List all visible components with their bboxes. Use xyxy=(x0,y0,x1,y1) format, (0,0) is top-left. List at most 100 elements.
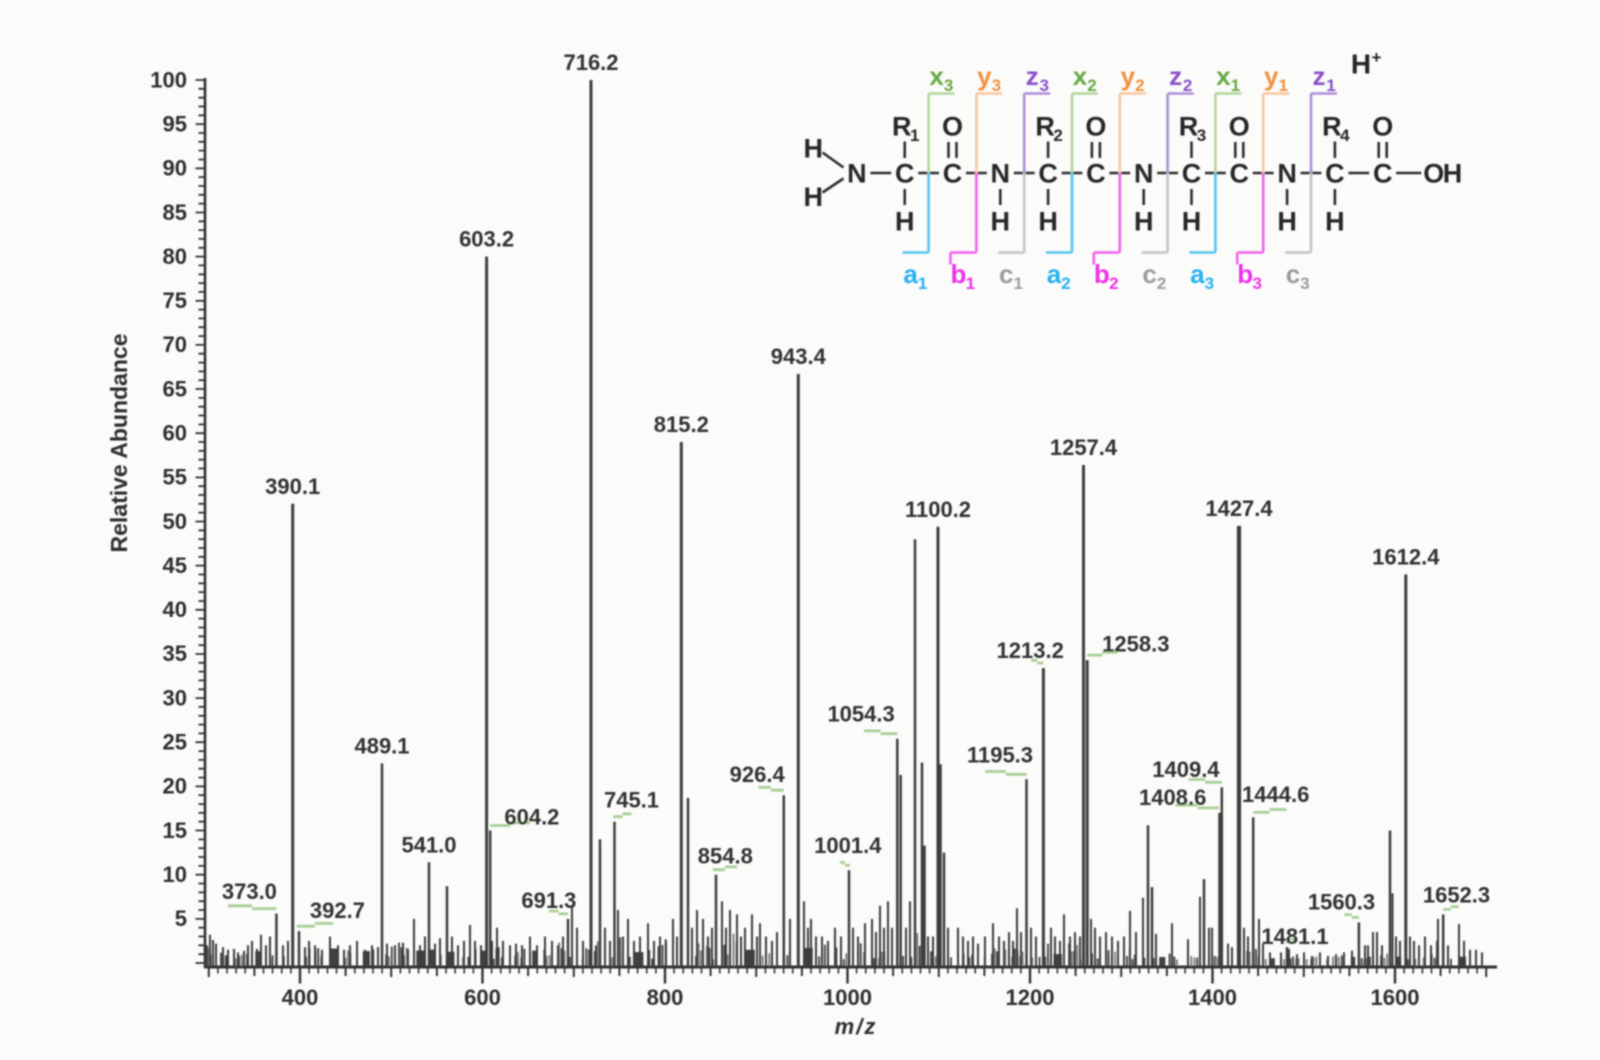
svg-text:O: O xyxy=(1085,112,1106,142)
svg-text:H: H xyxy=(1182,207,1202,237)
svg-text:1400: 1400 xyxy=(1188,985,1237,1010)
svg-text:2: 2 xyxy=(1061,274,1070,293)
svg-text:z: z xyxy=(1313,61,1326,91)
svg-text:1100.2: 1100.2 xyxy=(905,497,971,522)
svg-text:3: 3 xyxy=(1039,76,1048,95)
svg-text:R: R xyxy=(1179,112,1199,142)
svg-text:2: 2 xyxy=(1183,76,1192,95)
svg-text:z: z xyxy=(1026,61,1039,91)
svg-text:1195.3: 1195.3 xyxy=(967,743,1033,768)
svg-text:400: 400 xyxy=(282,985,319,1010)
svg-text:H: H xyxy=(1277,207,1297,237)
svg-text:a: a xyxy=(903,259,918,289)
svg-text:c: c xyxy=(1142,259,1156,289)
svg-text:541.0: 541.0 xyxy=(401,832,456,857)
svg-text:H: H xyxy=(1351,49,1371,80)
svg-text:603.2: 603.2 xyxy=(459,227,514,252)
svg-text:2: 2 xyxy=(1053,126,1062,145)
svg-text:1: 1 xyxy=(1231,76,1240,95)
svg-text:O: O xyxy=(942,112,963,142)
svg-text:c: c xyxy=(1286,259,1300,289)
svg-text:1257.4: 1257.4 xyxy=(1050,435,1118,460)
svg-text:1: 1 xyxy=(1278,76,1287,95)
svg-text:H: H xyxy=(1443,159,1463,189)
svg-text:b: b xyxy=(1094,259,1110,289)
svg-text:604.2: 604.2 xyxy=(504,804,559,829)
svg-text:1: 1 xyxy=(910,126,919,145)
svg-text:y: y xyxy=(1121,61,1136,91)
svg-text:y: y xyxy=(1264,61,1279,91)
svg-text:1427.4: 1427.4 xyxy=(1205,496,1273,521)
svg-text:N: N xyxy=(1134,159,1154,189)
svg-text:45: 45 xyxy=(163,553,187,578)
svg-text:N: N xyxy=(1277,159,1297,189)
svg-text:800: 800 xyxy=(647,985,684,1010)
svg-text:b: b xyxy=(1237,259,1253,289)
svg-text:1652.3: 1652.3 xyxy=(1423,882,1490,907)
svg-text:N: N xyxy=(847,159,867,189)
svg-text:3: 3 xyxy=(992,76,1001,95)
svg-text:1: 1 xyxy=(918,274,927,293)
svg-text:N: N xyxy=(991,159,1011,189)
svg-text:2: 2 xyxy=(1087,76,1096,95)
svg-text:R: R xyxy=(1035,112,1055,142)
svg-text:90: 90 xyxy=(163,156,187,181)
svg-text:C: C xyxy=(1086,159,1106,189)
svg-text:600: 600 xyxy=(464,985,501,1010)
svg-text:1: 1 xyxy=(1326,76,1335,95)
svg-text:x: x xyxy=(1216,61,1231,91)
svg-text:x: x xyxy=(1073,61,1088,91)
svg-text:25: 25 xyxy=(163,730,187,755)
svg-text:H: H xyxy=(1038,207,1058,237)
svg-text:b: b xyxy=(950,259,966,289)
svg-text:1001.4: 1001.4 xyxy=(814,833,882,858)
svg-text:70: 70 xyxy=(163,332,187,357)
svg-text:40: 40 xyxy=(163,597,187,622)
svg-text:2: 2 xyxy=(1109,274,1118,293)
svg-text:85: 85 xyxy=(163,200,187,225)
svg-text:2: 2 xyxy=(1135,76,1144,95)
svg-text:373.0: 373.0 xyxy=(222,879,277,904)
svg-text:1200: 1200 xyxy=(1006,985,1055,1010)
svg-text:1000: 1000 xyxy=(823,985,872,1010)
svg-text:926.4: 926.4 xyxy=(730,762,786,787)
svg-text:C: C xyxy=(895,159,915,189)
svg-text:30: 30 xyxy=(163,685,187,710)
svg-text:3: 3 xyxy=(944,76,953,95)
svg-text:95: 95 xyxy=(163,111,187,136)
svg-text:1054.3: 1054.3 xyxy=(827,701,894,726)
svg-text:O: O xyxy=(1229,112,1250,142)
svg-text:R: R xyxy=(892,112,912,142)
svg-text:C: C xyxy=(943,159,963,189)
svg-text:3: 3 xyxy=(1300,274,1309,293)
svg-text:c: c xyxy=(999,259,1013,289)
svg-text:a: a xyxy=(1047,259,1062,289)
svg-text:1409.4: 1409.4 xyxy=(1152,757,1220,782)
svg-text:m/z: m/z xyxy=(835,1014,878,1039)
svg-text:100: 100 xyxy=(150,67,187,92)
svg-text:H: H xyxy=(895,207,915,237)
svg-text:716.2: 716.2 xyxy=(563,50,618,75)
svg-text:75: 75 xyxy=(163,288,187,313)
svg-text:H: H xyxy=(1134,207,1154,237)
svg-text:691.3: 691.3 xyxy=(521,888,576,913)
svg-text:1408.6: 1408.6 xyxy=(1139,785,1206,810)
svg-text:943.4: 943.4 xyxy=(771,344,827,369)
svg-text:z: z xyxy=(1169,61,1182,91)
svg-text:5: 5 xyxy=(175,906,187,931)
svg-text:50: 50 xyxy=(163,509,187,534)
svg-text:H: H xyxy=(804,134,824,164)
svg-text:20: 20 xyxy=(163,774,187,799)
svg-text:H: H xyxy=(804,182,824,212)
svg-text:C: C xyxy=(1373,159,1393,189)
svg-text:x: x xyxy=(929,61,944,91)
svg-text:80: 80 xyxy=(163,244,187,269)
svg-text:815.2: 815.2 xyxy=(654,412,709,437)
svg-text:1612.4: 1612.4 xyxy=(1372,545,1440,570)
svg-text:H: H xyxy=(1325,207,1345,237)
svg-text:Relative Abundance: Relative Abundance xyxy=(106,334,132,553)
svg-text:1: 1 xyxy=(966,274,975,293)
svg-text:60: 60 xyxy=(163,421,187,446)
svg-text:C: C xyxy=(1038,159,1058,189)
svg-text:1213.2: 1213.2 xyxy=(997,638,1064,663)
